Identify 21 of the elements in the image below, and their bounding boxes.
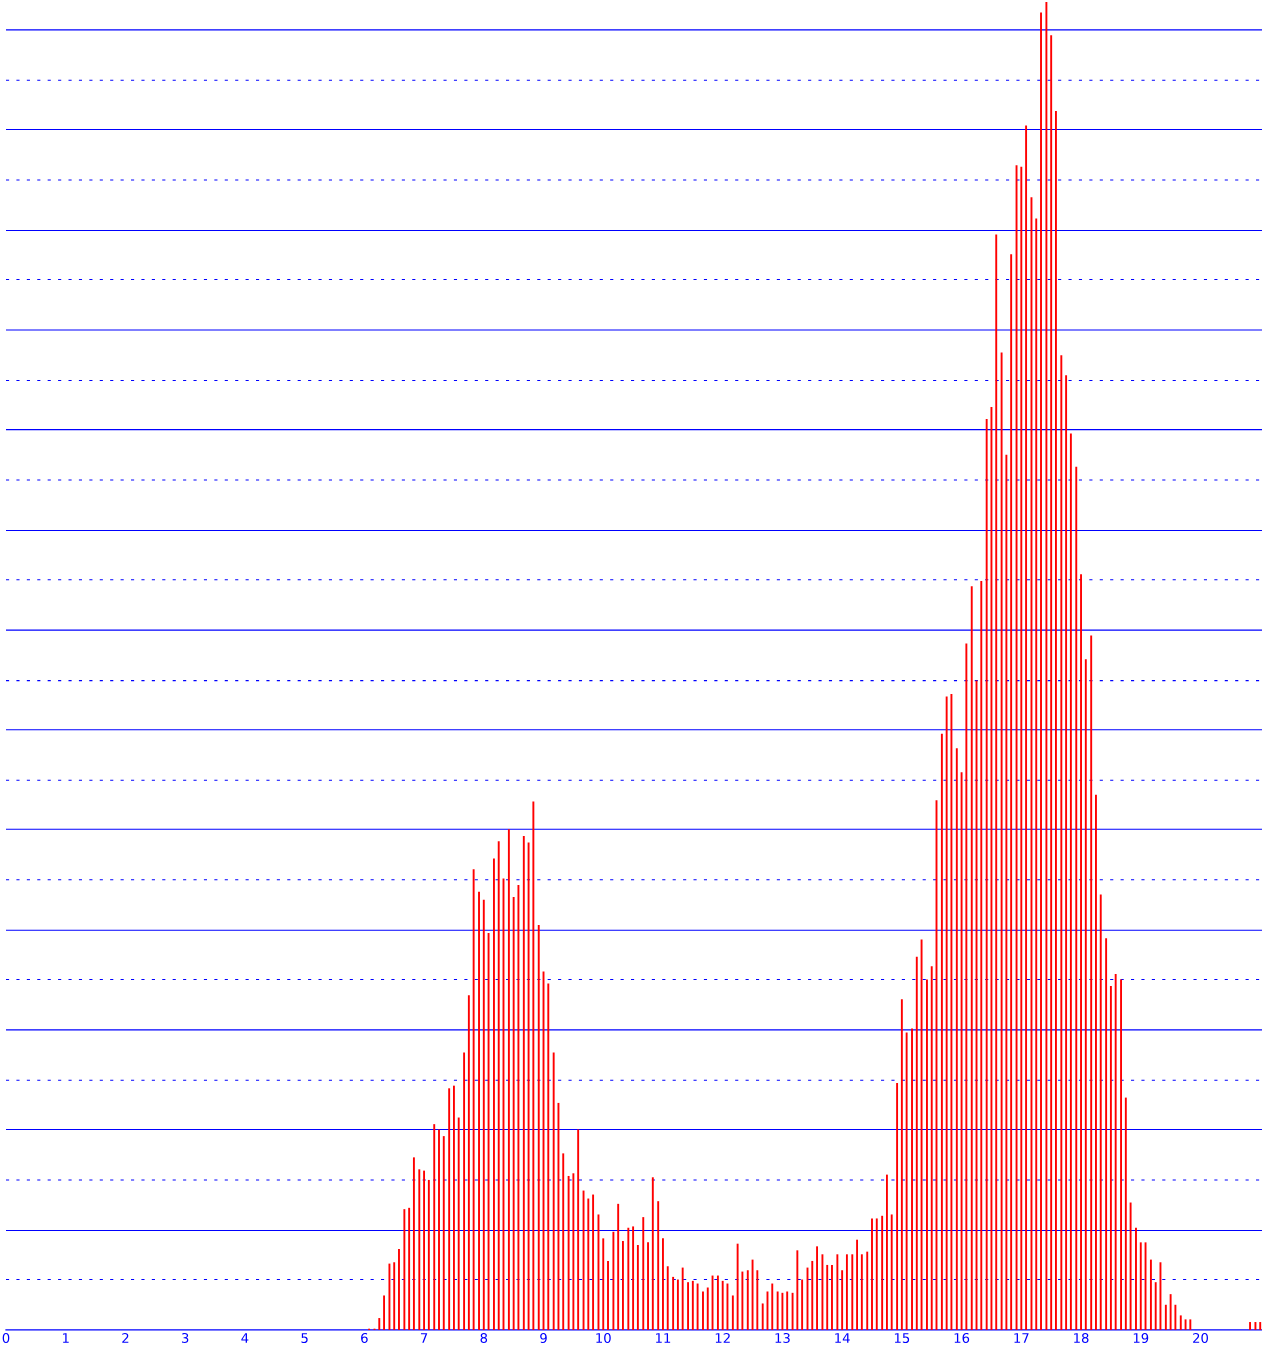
x-tick-label: 12 (715, 1333, 730, 1343)
x-tick-label: 19 (1133, 1333, 1149, 1343)
x-tick-label: 6 (361, 1333, 368, 1343)
x-tick-label: 16 (954, 1333, 970, 1343)
x-tick-label: 4 (241, 1333, 249, 1343)
x-tick-label: 17 (1014, 1333, 1029, 1343)
x-tick-label: 9 (540, 1333, 547, 1343)
x-tick-label: 11 (656, 1333, 671, 1343)
x-tick-label: 5 (301, 1333, 308, 1343)
x-tick-label: 2 (122, 1333, 129, 1343)
x-tick-label: 14 (835, 1333, 850, 1343)
x-tick-label: 3 (181, 1333, 189, 1343)
x-tick-label: 8 (480, 1333, 488, 1343)
x-tick-label: 10 (596, 1333, 611, 1343)
x-tick-label: 7 (420, 1333, 428, 1343)
x-tick-label: 18 (1074, 1333, 1089, 1343)
x-tick-label: 13 (775, 1333, 790, 1343)
x-tick-label: 15 (894, 1333, 910, 1343)
x-tick-label: 1 (62, 1333, 69, 1343)
x-tick-label: 20 (1193, 1333, 1208, 1343)
x-tick-label: 0 (2, 1333, 10, 1343)
